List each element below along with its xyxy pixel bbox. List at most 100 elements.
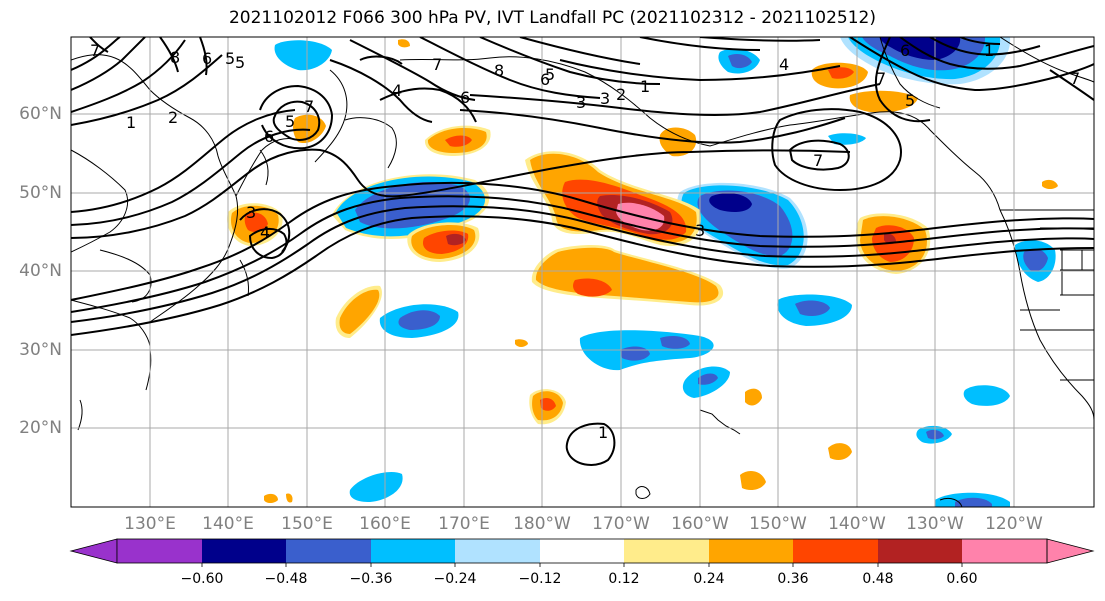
anomaly-blob [660, 336, 690, 349]
anomaly-blob [398, 310, 440, 330]
colorbar-segment [709, 539, 794, 563]
contour-label: 6 [460, 88, 470, 107]
colorbar-label: −0.48 [264, 571, 308, 587]
lat-label: 40°N [19, 261, 62, 281]
contour-label: 6 [202, 49, 212, 68]
contour-label: 3 [246, 203, 256, 222]
contour-label: 7 [304, 97, 314, 116]
colorbar-label: −0.12 [518, 571, 562, 587]
colorbar-label: 0.36 [777, 571, 809, 587]
contour-label: 6 [264, 127, 274, 146]
colorbar-label: −0.36 [349, 571, 393, 587]
contour-label: 7 [876, 69, 886, 88]
contour-label: 1 [598, 423, 608, 442]
contour-label: 3 [600, 89, 610, 108]
anomaly-blob [740, 470, 766, 490]
anomaly-blob [573, 278, 612, 297]
anomaly-blob [1042, 179, 1058, 189]
map-title: 2021102012 F066 300 hPa PV, IVT Landfall… [228, 8, 876, 28]
anomaly-blob [398, 39, 410, 48]
anomaly-blob [1023, 248, 1048, 272]
anomaly-blob [446, 233, 466, 246]
contour-label: 6 [900, 41, 910, 60]
lat-label: 20°N [19, 418, 62, 438]
anomaly-blob [659, 127, 697, 157]
anomaly-blob [828, 67, 854, 79]
lon-label: 180°W [513, 514, 571, 534]
anomaly-blob [745, 388, 762, 406]
anomaly-blob [884, 233, 896, 245]
colorbar-segment [540, 539, 625, 563]
anomaly-blob [795, 300, 830, 316]
lon-label: 170°W [592, 514, 650, 534]
colorbar-extend-left [69, 538, 118, 564]
contour-label: 6 [540, 70, 550, 89]
colorbar-segment [117, 539, 202, 563]
contour-label: 7 [90, 41, 100, 60]
colorbar-segment [371, 539, 456, 563]
contour-label-group: 7 8 6 5 1 2 7 5 6 3 4 6 8 5 3 3 2 1 4 7 … [90, 41, 1080, 442]
contour-label: 5 [285, 112, 295, 131]
colorbar-segment [793, 539, 878, 563]
lon-label: 170°E [438, 514, 490, 534]
anomaly-blob [728, 54, 752, 69]
anomaly-blob [963, 385, 1010, 406]
colorbar [69, 538, 1095, 567]
colorbar-segment [624, 539, 709, 563]
lon-label: 130°W [906, 514, 964, 534]
colorbar-segment [878, 539, 963, 563]
colorbar-segment [962, 539, 1047, 563]
contour-label: 5 [235, 53, 245, 72]
colorbar-label: 0.24 [693, 571, 725, 587]
lon-label: 140°E [202, 514, 254, 534]
colorbar-segment [202, 539, 287, 563]
contour-label: 8 [170, 48, 180, 67]
lon-label: 150°W [749, 514, 807, 534]
lon-label: 120°W [985, 514, 1043, 534]
contour-label: 8 [494, 61, 504, 80]
contour-label: 3 [576, 93, 586, 112]
contour-label: 5 [225, 49, 235, 68]
contour-label: 1 [126, 113, 136, 132]
contour-label: 5 [905, 91, 915, 110]
contour-label: 2 [168, 108, 178, 127]
anomaly-blob [698, 373, 718, 385]
contour-label: 7 [1070, 69, 1080, 88]
contour-label: 4 [260, 223, 270, 242]
anomaly-blob [349, 471, 403, 502]
lon-label: 160°W [671, 514, 729, 534]
lon-label: 150°E [281, 514, 333, 534]
lon-label: 160°E [359, 514, 411, 534]
lon-label: 140°W [828, 514, 886, 534]
colorbar-extend-right [1046, 538, 1095, 564]
map-frame [70, 36, 1095, 508]
anomaly-blob [540, 398, 556, 411]
pv-contours [71, 37, 1094, 466]
anomaly-blob [274, 40, 332, 71]
colorbar-label: 0.48 [862, 571, 894, 587]
lon-label: 130°E [124, 514, 176, 534]
colorbar-segment [286, 539, 371, 563]
colorbar-label: 0.60 [946, 571, 978, 587]
contour-label: 5 [545, 65, 555, 84]
anomaly-blob [286, 493, 293, 503]
contour-label: 1 [640, 77, 650, 96]
contour-label: 4 [392, 81, 402, 100]
colorbar-label: −0.24 [433, 571, 477, 587]
anomaly-blob [709, 193, 752, 212]
anomaly-blob [244, 212, 268, 232]
contour-label: 3 [695, 221, 705, 240]
anomaly-blob [293, 114, 326, 144]
colorbar-outline [116, 538, 1048, 564]
lat-label: 60°N [19, 104, 62, 124]
colorbar-label: −0.60 [180, 571, 224, 587]
anomaly-blob [264, 493, 278, 503]
lat-label: 50°N [19, 183, 62, 203]
colorbar-segment [455, 539, 540, 563]
anomaly-blob [955, 497, 992, 507]
anomaly-blob [445, 135, 472, 147]
lat-lon-grid [71, 37, 1094, 507]
anomaly-blob [515, 339, 528, 347]
contour-label: 7 [813, 151, 823, 170]
